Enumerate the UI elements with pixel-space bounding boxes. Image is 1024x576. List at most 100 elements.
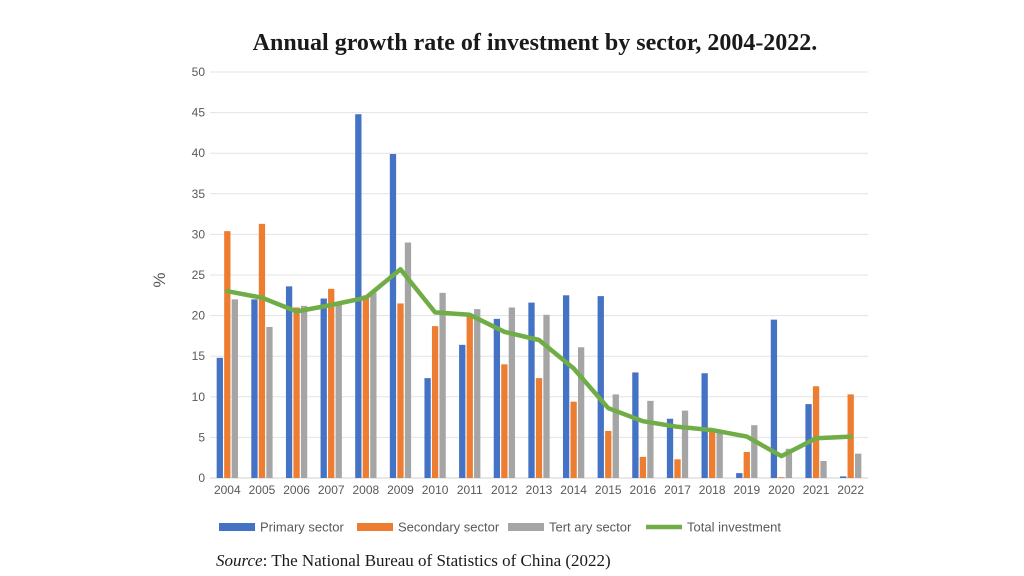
bar-tert-ary-sector-2012: [508, 307, 516, 478]
x-tick-label: 2008: [352, 483, 379, 497]
x-tick-label: 2019: [733, 483, 760, 497]
x-tick-label: 2022: [837, 483, 864, 497]
source-text: : The National Bureau of Statistics of C…: [262, 551, 611, 570]
legend-label-primary-sector: Primary sector: [260, 520, 344, 535]
chart-title: Annual growth rate of investment by sect…: [252, 30, 818, 56]
bar-tert-ary-sector-2006: [300, 305, 308, 478]
legend-swatch-tert-ary-sector: [508, 523, 544, 531]
bar-tert-ary-sector-2019: [751, 425, 758, 478]
bar-tert-ary-sector-2015: [612, 394, 619, 478]
y-tick-label: 15: [192, 349, 206, 363]
bar-secondary-sector-2018: [709, 430, 716, 478]
bar-tert-ary-sector-2016: [647, 400, 654, 478]
x-tick-label: 2007: [318, 483, 345, 497]
bar-secondary-sector-2021: [812, 386, 820, 478]
bar-secondary-sector-2012: [501, 364, 508, 478]
bar-tert-ary-sector-2007: [335, 304, 342, 478]
x-tick-label: 2020: [768, 483, 795, 497]
bar-tert-ary-sector-2010: [439, 292, 446, 478]
bar-tert-ary-sector-2020: [785, 448, 793, 478]
bar-secondary-sector-2015: [605, 430, 612, 478]
bar-primary-sector-2015: [597, 296, 604, 478]
bar-tert-ary-sector-2022: [855, 453, 862, 478]
bar-primary-sector-2011: [459, 344, 466, 478]
x-tick-label: 2013: [526, 483, 553, 497]
x-tick-label: 2021: [803, 483, 830, 497]
bar-tert-ary-sector-2004: [231, 299, 238, 478]
bar-primary-sector-2004: [216, 357, 223, 478]
bar-primary-sector-2013: [528, 302, 535, 478]
bar-tert-ary-sector-2018: [716, 431, 723, 478]
bar-primary-sector-2016: [632, 372, 639, 478]
total-investment-line: [225, 267, 853, 459]
y-tick-label: 25: [192, 268, 206, 282]
bar-primary-sector-2022: [840, 476, 847, 478]
bar-tert-ary-sector-2005: [266, 326, 273, 478]
y-tick-label: 10: [192, 390, 206, 404]
x-tick-label: 2011: [457, 483, 483, 497]
legend-label-secondary-sector: Secondary sector: [398, 520, 500, 535]
total-line-layer: [225, 267, 853, 459]
x-tick-label: 2010: [422, 483, 449, 497]
bar-tert-ary-sector-2014: [577, 347, 585, 478]
bar-secondary-sector-2020: [778, 477, 785, 478]
bar-secondary-sector-2013: [535, 378, 543, 478]
bar-primary-sector-2008: [355, 114, 362, 478]
bar-secondary-sector-2019: [743, 452, 750, 478]
x-tick-label: 2015: [595, 483, 622, 497]
bar-secondary-sector-2014: [570, 401, 577, 478]
bar-tert-ary-sector-2011: [474, 309, 481, 478]
bar-primary-sector-2019: [736, 473, 743, 478]
y-tick-label: 35: [192, 187, 206, 201]
y-tick-label: 20: [192, 309, 206, 323]
y-tick-label: 45: [192, 106, 206, 120]
legend-swatch-secondary-sector: [357, 523, 393, 531]
bar-primary-sector-2012: [493, 318, 501, 478]
bar-tert-ary-sector-2009: [404, 242, 412, 478]
bar-primary-sector-2009: [389, 154, 397, 478]
legend-label-total-investment: Total investment: [687, 520, 781, 535]
x-tick-label: 2018: [699, 483, 726, 497]
x-tick-label: 2017: [664, 483, 691, 497]
bar-secondary-sector-2010: [431, 326, 439, 478]
y-axis-label: %: [150, 272, 169, 287]
bar-secondary-sector-2007: [328, 288, 335, 478]
legend: Primary sector Secondary sector Tert ary s…: [219, 520, 781, 535]
source-note: Source: The National Bureau of Statistic…: [216, 551, 611, 571]
bar-primary-sector-2017: [666, 418, 674, 478]
bar-secondary-sector-2004: [224, 231, 231, 478]
bar-tert-ary-sector-2021: [820, 460, 827, 478]
x-tick-label: 2004: [214, 483, 241, 497]
source-label: Source: [216, 551, 263, 570]
x-axis-ticks: 2004 2005 2006 2007 2008 2009 2010 2011 2012 2013…: [214, 483, 864, 497]
bar-secondary-sector-2016: [639, 456, 647, 478]
legend-label-tert-ary-sector: Tert ary sector: [549, 520, 632, 535]
y-tick-label: 50: [192, 65, 206, 79]
bar-secondary-sector-2006: [293, 307, 300, 478]
x-tick-label: 2006: [283, 483, 310, 497]
bar-secondary-sector-2009: [397, 303, 404, 478]
bar-primary-sector-2007: [320, 298, 327, 478]
y-tick-label: 40: [192, 146, 206, 160]
y-tick-label: 0: [198, 471, 205, 485]
bar-primary-sector-2010: [424, 378, 431, 478]
bar-tert-ary-sector-2008: [370, 291, 377, 478]
bar-secondary-sector-2005: [258, 223, 266, 478]
bar-secondary-sector-2008: [362, 295, 369, 478]
bar-tert-ary-sector-2017: [681, 410, 689, 478]
bar-primary-sector-2014: [562, 295, 570, 478]
x-tick-label: 2012: [491, 483, 518, 497]
x-tick-label: 2005: [249, 483, 276, 497]
y-tick-label: 30: [192, 227, 206, 241]
bar-tert-ary-sector-2013: [543, 314, 550, 478]
bar-primary-sector-2005: [251, 299, 258, 478]
bar-secondary-sector-2017: [674, 459, 681, 478]
x-tick-label: 2016: [630, 483, 657, 497]
x-tick-label: 2014: [560, 483, 587, 497]
y-axis-ticks: 0 5 10 15 20 25 30 35 40 45 50: [192, 65, 206, 485]
bar-primary-sector-2006: [285, 286, 293, 478]
legend-swatch-primary-sector: [219, 523, 255, 531]
y-tick-label: 5: [198, 430, 205, 444]
bar-primary-sector-2018: [701, 373, 708, 478]
